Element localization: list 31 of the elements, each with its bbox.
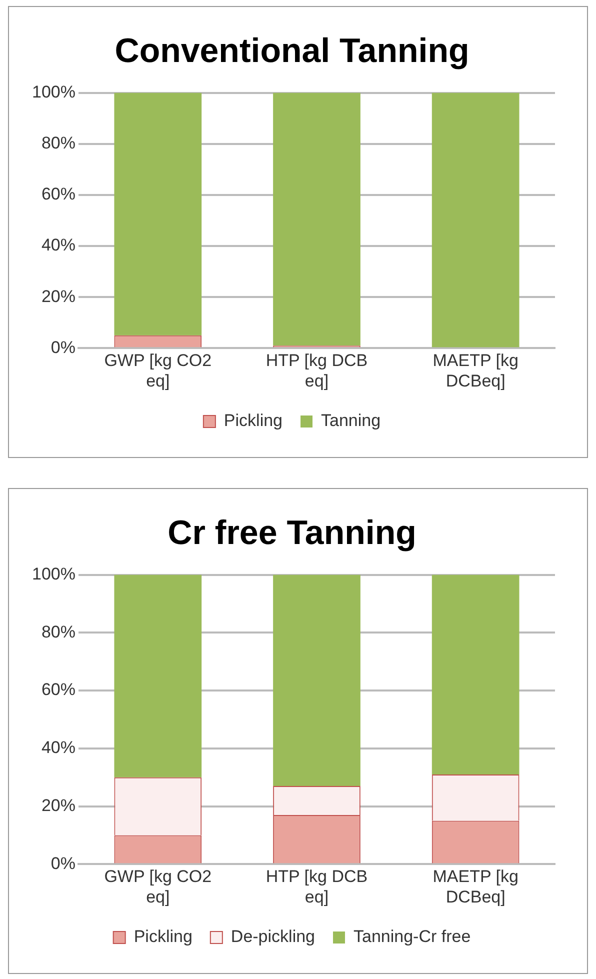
chart-title: Conventional Tanning bbox=[114, 32, 470, 70]
y-tick-label: 100% bbox=[32, 82, 76, 102]
bar bbox=[114, 92, 202, 336]
legend-label: De-pickling bbox=[230, 927, 316, 946]
legend-label: Tanning bbox=[321, 411, 381, 430]
legend-label: Tanning-Cr free bbox=[354, 927, 471, 946]
y-tick-label: 40% bbox=[41, 236, 76, 255]
x-tick-label: GWP [kg CO2 eq] bbox=[104, 867, 212, 906]
y-tick-label: 20% bbox=[41, 796, 76, 816]
bar bbox=[273, 92, 360, 346]
bar bbox=[432, 92, 520, 348]
legend-label: Pickling bbox=[134, 927, 192, 946]
y-tick-label: 20% bbox=[41, 286, 76, 306]
bar bbox=[432, 574, 520, 774]
x-tick-label: HTP [kg DCB eq] bbox=[266, 351, 368, 390]
y-tick-label: 0% bbox=[50, 338, 76, 357]
legend-label: Pickling bbox=[224, 411, 283, 430]
x-tick-label: MAETP [kg DCBeq] bbox=[432, 351, 518, 390]
y-tick-label: 100% bbox=[32, 564, 76, 584]
x-tick-label: MAETP [kg DCBeq] bbox=[432, 867, 518, 906]
bar bbox=[114, 574, 202, 778]
y-tick-label: 60% bbox=[41, 680, 76, 700]
x-tick-label: HTP [kg DCB eq] bbox=[266, 867, 368, 906]
y-tick-label: 40% bbox=[41, 738, 76, 758]
y-tick-label: 80% bbox=[41, 622, 76, 642]
bar bbox=[273, 574, 360, 786]
chart-title: Cr free Tanning bbox=[168, 514, 416, 552]
x-tick-label: GWP [kg CO2 eq] bbox=[104, 351, 212, 390]
y-tick-label: 0% bbox=[50, 854, 76, 873]
y-tick-label: 60% bbox=[41, 184, 76, 204]
y-tick-label: 80% bbox=[41, 134, 76, 153]
